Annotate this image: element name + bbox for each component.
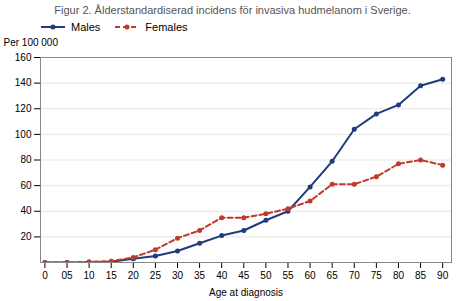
svg-text:60: 60 xyxy=(305,270,317,281)
svg-text:20: 20 xyxy=(20,231,32,242)
html-text:Females: Females xyxy=(145,21,188,33)
svg-text:30: 30 xyxy=(172,270,184,281)
html-text:Males: Males xyxy=(71,21,101,33)
svg-text:35: 35 xyxy=(194,270,206,281)
svg-text:70: 70 xyxy=(349,270,361,281)
svg-text:65: 65 xyxy=(327,270,339,281)
svg-text:80: 80 xyxy=(393,270,405,281)
svg-text:80: 80 xyxy=(20,154,32,165)
html-text:Figur 2. Ålderstandardiserad i: Figur 2. Ålderstandardiserad incidens fö… xyxy=(54,4,411,16)
svg-text:25: 25 xyxy=(150,270,162,281)
svg-text:85: 85 xyxy=(415,270,427,281)
svg-text:20: 20 xyxy=(128,270,140,281)
svg-text:40: 40 xyxy=(216,270,228,281)
svg-text:90: 90 xyxy=(437,270,449,281)
svg-text:10: 10 xyxy=(84,270,96,281)
svg-text:100: 100 xyxy=(15,129,32,140)
svg-text:15: 15 xyxy=(106,270,118,281)
svg-text:55: 55 xyxy=(282,270,294,281)
svg-text:50: 50 xyxy=(260,270,272,281)
svg-text:0: 0 xyxy=(42,270,48,281)
svg-text:Per 100 000: Per 100 000 xyxy=(4,37,59,48)
svg-text:40: 40 xyxy=(20,205,32,216)
svg-text:120: 120 xyxy=(15,103,32,114)
svg-text:Age at diagnosis: Age at diagnosis xyxy=(209,287,283,298)
svg-text:05: 05 xyxy=(61,270,73,281)
svg-text:140: 140 xyxy=(15,77,32,88)
svg-text:75: 75 xyxy=(371,270,383,281)
svg-text:160: 160 xyxy=(15,52,32,63)
svg-text:45: 45 xyxy=(238,270,250,281)
svg-text:60: 60 xyxy=(20,180,32,191)
